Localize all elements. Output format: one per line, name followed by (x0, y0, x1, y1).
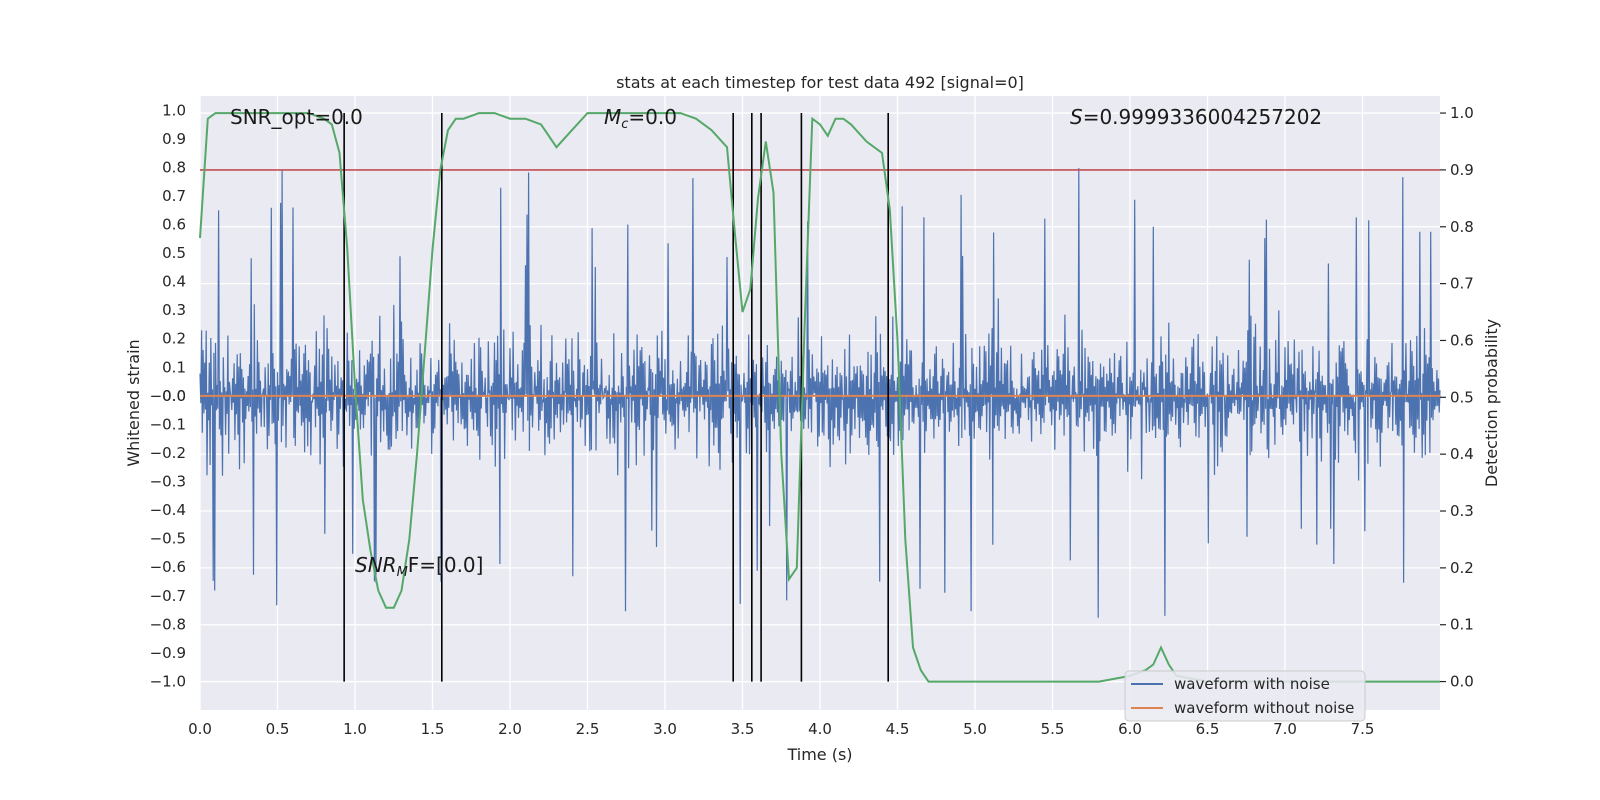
noise-series (199, 168, 1441, 618)
vertical-markers (343, 113, 890, 682)
probability-series (199, 112, 1440, 683)
annotation-s: S=0.9999336004257202 (1070, 105, 1322, 129)
x-tick-label: 0.0 (188, 720, 212, 738)
x-tick-label: 5.5 (1041, 720, 1065, 738)
y2-tick-label: 0.6 (1450, 331, 1474, 349)
x-tick-label: 1.0 (343, 720, 367, 738)
y2-tick-label: 1.0 (1450, 104, 1474, 122)
y2-tick-label: 0.8 (1450, 218, 1474, 236)
x-tick-label: 6.5 (1196, 720, 1220, 738)
annotation-snr-opt: SNR_opt=0.0 (230, 105, 363, 129)
y2-tick-label: 0.3 (1450, 502, 1474, 520)
x-tick-label: 3.5 (731, 720, 755, 738)
y-tick-label: 1.0 (162, 101, 186, 119)
y-tick-label: −0.4 (150, 501, 186, 519)
x-tick-label: 3.0 (653, 720, 677, 738)
x-tick-label: 7.5 (1351, 720, 1375, 738)
y-tick-label: −0.3 (150, 473, 186, 491)
x-axis-label: Time (s) (786, 745, 852, 764)
y-tick-label: −0.0 (150, 387, 186, 405)
legend-label-noise: waveform with noise (1174, 675, 1330, 693)
x-tick-label: 5.0 (963, 720, 987, 738)
legend-label-clean: waveform without noise (1174, 699, 1354, 717)
x-tick-label: 1.5 (421, 720, 445, 738)
x-axis-ticks: 0.0 0.5 1.0 1.5 2.0 2.5 3.0 3.5 4.0 4.5 5.0 5.5 6.0 6… (188, 720, 1374, 738)
chart-title: stats at each timestep for test data 492… (616, 73, 1024, 92)
y-tick-label: −0.5 (150, 530, 186, 548)
y2-axis-ticks: 1.0 0.9 0.8 0.7 0.6 0.5 0.4 0.3 0.2 0.1 0.0 (1440, 104, 1474, 691)
x-tick-label: 0.5 (266, 720, 290, 738)
y2-axis-label: Detection probability (1482, 319, 1501, 487)
y-tick-label: −0.9 (150, 644, 186, 662)
x-tick-label: 4.5 (886, 720, 910, 738)
y-tick-label: 0.9 (162, 130, 186, 148)
y-tick-label: 0.6 (162, 216, 186, 234)
series-line-detection-probability (199, 112, 1440, 683)
y-tick-label: 0.3 (162, 301, 186, 319)
y-tick-label: −0.2 (150, 444, 186, 462)
y-tick-label: 0.7 (162, 187, 186, 205)
legend-box (1124, 670, 1366, 722)
y2-tick-label: 0.9 (1450, 161, 1474, 179)
y-tick-label: 0.0 (162, 387, 186, 405)
y2-tick-label: 0.5 (1450, 388, 1474, 406)
y-tick-label: 0.8 (162, 158, 186, 176)
y2-tick-label: 0.2 (1450, 559, 1474, 577)
y-tick-label: −0.8 (150, 615, 186, 633)
annotation-snr-mf: SNRMF=[0.0] (355, 553, 483, 580)
y-axis-ticks: 1.0 0.9 0.8 0.7 0.6 0.5 0.4 0.3 0.2 0.1 0.0−0.0 −0.… (150, 101, 186, 690)
x-tick-label: 2.5 (576, 720, 600, 738)
series-line-waveform-with-noise (199, 168, 1441, 618)
y2-tick-label: 0.7 (1450, 275, 1474, 293)
y-tick-label: −1.0 (150, 672, 186, 690)
x-tick-label: 4.0 (808, 720, 832, 738)
x-tick-label: 6.0 (1118, 720, 1142, 738)
legend: waveform with noise waveform without noi… (1124, 670, 1366, 722)
y-tick-label: 0.1 (162, 358, 186, 376)
x-tick-label: 2.0 (498, 720, 522, 738)
y-axis-label: Whitened strain (124, 339, 143, 466)
y-tick-label: 0.4 (162, 273, 186, 291)
y-tick-label: −0.1 (150, 415, 186, 433)
y-tick-label: −0.6 (150, 558, 186, 576)
y2-tick-label: 0.0 (1450, 673, 1474, 691)
y-tick-label: −0.7 (150, 587, 186, 605)
x-tick-label: 7.0 (1273, 720, 1297, 738)
y-tick-label: 0.5 (162, 244, 186, 262)
annotation-mc: Mc=0.0 (604, 105, 677, 132)
y2-tick-label: 0.4 (1450, 445, 1474, 463)
y-tick-label: 0.2 (162, 330, 186, 348)
y2-tick-label: 0.1 (1450, 616, 1474, 634)
